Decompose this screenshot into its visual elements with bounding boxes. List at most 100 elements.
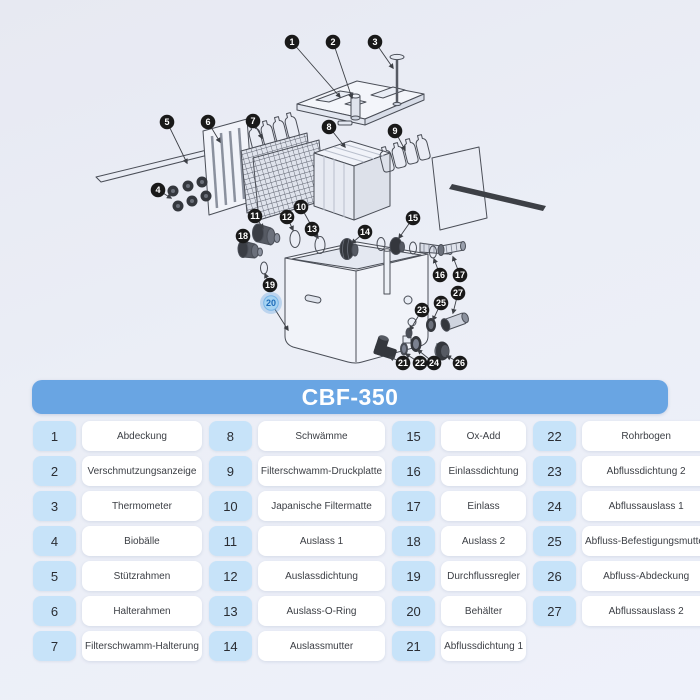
part-label: Filterschwamm-Druckplatte bbox=[257, 456, 386, 486]
part-row-15: 15 Ox-Add bbox=[392, 421, 527, 451]
bio-balls-part bbox=[167, 176, 212, 212]
part-row-12: 12 Auslassdichtung bbox=[208, 561, 386, 591]
callout-11: 11 bbox=[247, 208, 264, 230]
callout-1: 1 bbox=[284, 34, 341, 99]
part-label: Abfluss-Abdeckung bbox=[582, 561, 700, 591]
part-number-badge: 27 bbox=[533, 596, 577, 626]
callout-15: 15 bbox=[398, 210, 421, 240]
support-bar-right-part bbox=[449, 184, 546, 211]
part-number-badge: 15 bbox=[392, 421, 436, 451]
product-title: CBF-350 bbox=[301, 383, 399, 410]
svg-text:17: 17 bbox=[455, 270, 465, 280]
callout-4: 4 bbox=[150, 182, 173, 199]
part-number-badge: 3 bbox=[33, 491, 76, 521]
part-row-4: 4 Biobälle bbox=[33, 526, 202, 556]
callout-20: 20 bbox=[260, 292, 289, 332]
part-row-26: 26 Abfluss-Abdeckung bbox=[533, 561, 700, 591]
svg-text:8: 8 bbox=[326, 122, 331, 132]
callout-23: 23 bbox=[409, 302, 430, 332]
flow-regulator-part bbox=[260, 261, 268, 275]
callout-19: 19 bbox=[262, 272, 278, 293]
parts-column-2: 8 Schwämme 9 Filterschwamm-Druckplatte 10 Jap… bbox=[208, 421, 390, 666]
callout-24: 24 bbox=[416, 349, 442, 371]
holder-frame-part bbox=[202, 118, 254, 216]
part-number-badge: 5 bbox=[33, 561, 76, 591]
callout-26: 26 bbox=[445, 355, 468, 371]
parts-column-3: 15 Ox-Add 16 Einlassdichtung 17 Einlass 18 Ausl… bbox=[392, 421, 531, 666]
small-ring-part bbox=[376, 237, 386, 251]
outlet2-part bbox=[237, 240, 263, 259]
part-label: Schwämme bbox=[257, 421, 386, 451]
inlet-part bbox=[437, 241, 466, 256]
svg-text:26: 26 bbox=[455, 358, 465, 368]
part-number-badge: 17 bbox=[392, 491, 436, 521]
part-label: Behälter bbox=[441, 596, 527, 626]
part-number-badge: 4 bbox=[33, 526, 76, 556]
parts-table: 1 Abdeckung 2 Verschmutzungsanzeige 3 Thermom… bbox=[33, 421, 700, 666]
part-row-23: 23 Abflussdichtung 2 bbox=[533, 456, 700, 486]
part-number-badge: 13 bbox=[208, 596, 252, 626]
container-part bbox=[284, 241, 429, 364]
outlet-gasket-part bbox=[289, 230, 301, 248]
outlet-oring-part bbox=[314, 236, 326, 254]
callout-5: 5 bbox=[159, 114, 188, 165]
svg-text:14: 14 bbox=[360, 227, 370, 237]
part-label: Japanische Filtermatte bbox=[257, 491, 386, 521]
part-number-badge: 1 bbox=[33, 421, 76, 451]
part-label: Einlass bbox=[441, 491, 527, 521]
callout-16: 16 bbox=[432, 257, 448, 283]
pipe-ring-part bbox=[409, 241, 417, 255]
part-label: Auslass-O-Ring bbox=[257, 596, 386, 626]
part-number-badge: 16 bbox=[392, 456, 436, 486]
drain-cover-part bbox=[434, 341, 450, 361]
svg-text:4: 4 bbox=[155, 185, 160, 195]
callout-2: 2 bbox=[325, 34, 354, 100]
product-title-banner: CBF-350 bbox=[32, 380, 668, 414]
callout-27: 27 bbox=[450, 285, 466, 315]
callout-21: 21 bbox=[388, 355, 411, 371]
part-label: Auslass 2 bbox=[441, 526, 527, 556]
svg-text:27: 27 bbox=[453, 288, 463, 298]
press-plate-parts bbox=[240, 132, 326, 221]
part-label: Filterschwamm-Halterung bbox=[82, 631, 202, 661]
part-label: Biobälle bbox=[82, 526, 202, 556]
part-row-25: 25 Abfluss-Befestigungsmutter bbox=[533, 526, 700, 556]
svg-text:9: 9 bbox=[392, 126, 397, 136]
part-label: Ox-Add bbox=[441, 421, 527, 451]
part-number-badge: 24 bbox=[533, 491, 577, 521]
callout-7: 7 bbox=[245, 113, 263, 140]
svg-text:25: 25 bbox=[436, 298, 446, 308]
part-number-badge: 22 bbox=[533, 421, 577, 451]
svg-text:6: 6 bbox=[205, 117, 210, 127]
dirt-indicator-part bbox=[350, 93, 361, 121]
part-label: Halterahmen bbox=[82, 596, 202, 626]
part-number-badge: 19 bbox=[392, 561, 436, 591]
svg-text:16: 16 bbox=[435, 270, 445, 280]
part-label: Stützrahmen bbox=[82, 561, 202, 591]
part-label: Auslassmutter bbox=[257, 631, 386, 661]
drain-gasket2-part bbox=[405, 327, 413, 339]
callout-25: 25 bbox=[432, 295, 449, 322]
outlet1-part bbox=[252, 223, 281, 246]
part-row-1: 1 Abdeckung bbox=[33, 421, 202, 451]
part-row-7: 7 Filterschwamm-Halterung bbox=[33, 631, 202, 661]
part-number-badge: 23 bbox=[533, 456, 577, 486]
part-label: Rohrbogen bbox=[582, 421, 700, 451]
part-number-badge: 9 bbox=[208, 456, 252, 486]
part-label: Thermometer bbox=[82, 491, 202, 521]
svg-text:20: 20 bbox=[266, 298, 276, 308]
part-label: Einlassdichtung bbox=[441, 456, 527, 486]
part-row-3: 3 Thermometer bbox=[33, 491, 202, 521]
part-row-16: 16 Einlassdichtung bbox=[392, 456, 527, 486]
part-row-20: 20 Behälter bbox=[392, 596, 527, 626]
part-label: Abflussdichtung 2 bbox=[582, 456, 700, 486]
drain-nut-part bbox=[426, 318, 436, 332]
part-row-6: 6 Halterahmen bbox=[33, 596, 202, 626]
part-number-badge: 12 bbox=[208, 561, 252, 591]
part-number-badge: 20 bbox=[392, 596, 436, 626]
svg-text:2: 2 bbox=[330, 37, 335, 47]
part-row-13: 13 Auslass-O-Ring bbox=[208, 596, 386, 626]
drain-outlet1-part bbox=[410, 336, 422, 352]
part-label: Abfluss-Befestigungsmutter bbox=[582, 526, 700, 556]
